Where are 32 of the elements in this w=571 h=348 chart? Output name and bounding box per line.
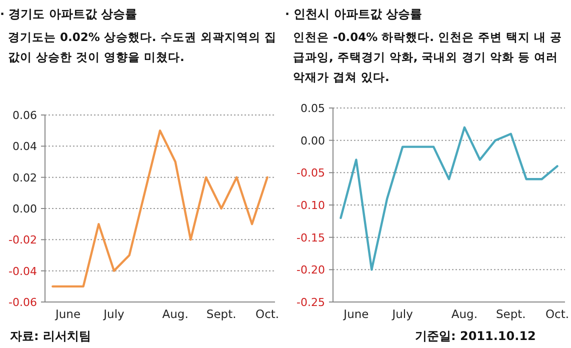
x-tick-label: Oct. <box>256 307 280 321</box>
line-series <box>340 126 558 271</box>
chart-title: · 경기도 아파트값 상승률 <box>0 6 138 23</box>
x-tick-label: Oct. <box>545 307 570 321</box>
y-tick-label: 0.02 <box>12 171 37 184</box>
y-tick-label: 0.06 <box>12 109 37 122</box>
y-tick-label: -0.25 <box>296 296 325 309</box>
text: 기준일: 2011.10.12 <box>415 328 536 345</box>
y-tick-label: -0.04 <box>8 264 37 278</box>
y-tick-label: 0.00 <box>12 202 37 216</box>
y-tick-label: -0.20 <box>296 264 325 277</box>
y-tick-label: -0.15 <box>296 231 325 244</box>
chart-title: · 인천시 아파트값 상승률 <box>285 6 422 23</box>
x-tick-label: Sept. <box>206 307 236 321</box>
x-tick-label: Sept. <box>496 307 526 321</box>
text: 자료: 리서치팀 <box>10 328 91 345</box>
line-series <box>52 129 268 288</box>
y-tick-label: -0.06 <box>8 296 37 309</box>
y-tick-label: -0.05 <box>296 166 325 180</box>
y-tick-label: 0.04 <box>12 140 37 154</box>
y-tick-label: -0.02 <box>8 234 37 247</box>
x-tick-label: July <box>391 307 414 321</box>
y-tick-label: 0.00 <box>300 134 325 148</box>
y-tick-label: 0.05 <box>300 102 325 115</box>
chart-subtitle: 인천은 -0.04% 하락했다. 인천은 주변 택지 내 공급과잉, 주택경기 악화, 국내외 경기 악화 등 여러 악재가 겹쳐 있다. <box>293 29 563 86</box>
x-tick-label: June <box>342 307 369 321</box>
x-tick-label: Aug. <box>451 307 478 321</box>
x-tick-label: June <box>54 307 81 321</box>
chart-subtitle: 경기도는 0.02% 상승했다. 수도권 외곽지역의 집값이 상승한 것이 영향을 미쳤다. <box>8 29 278 66</box>
x-tick-label: July <box>102 307 125 321</box>
y-tick-label: -0.10 <box>296 199 325 212</box>
x-tick-label: Aug. <box>162 307 188 321</box>
